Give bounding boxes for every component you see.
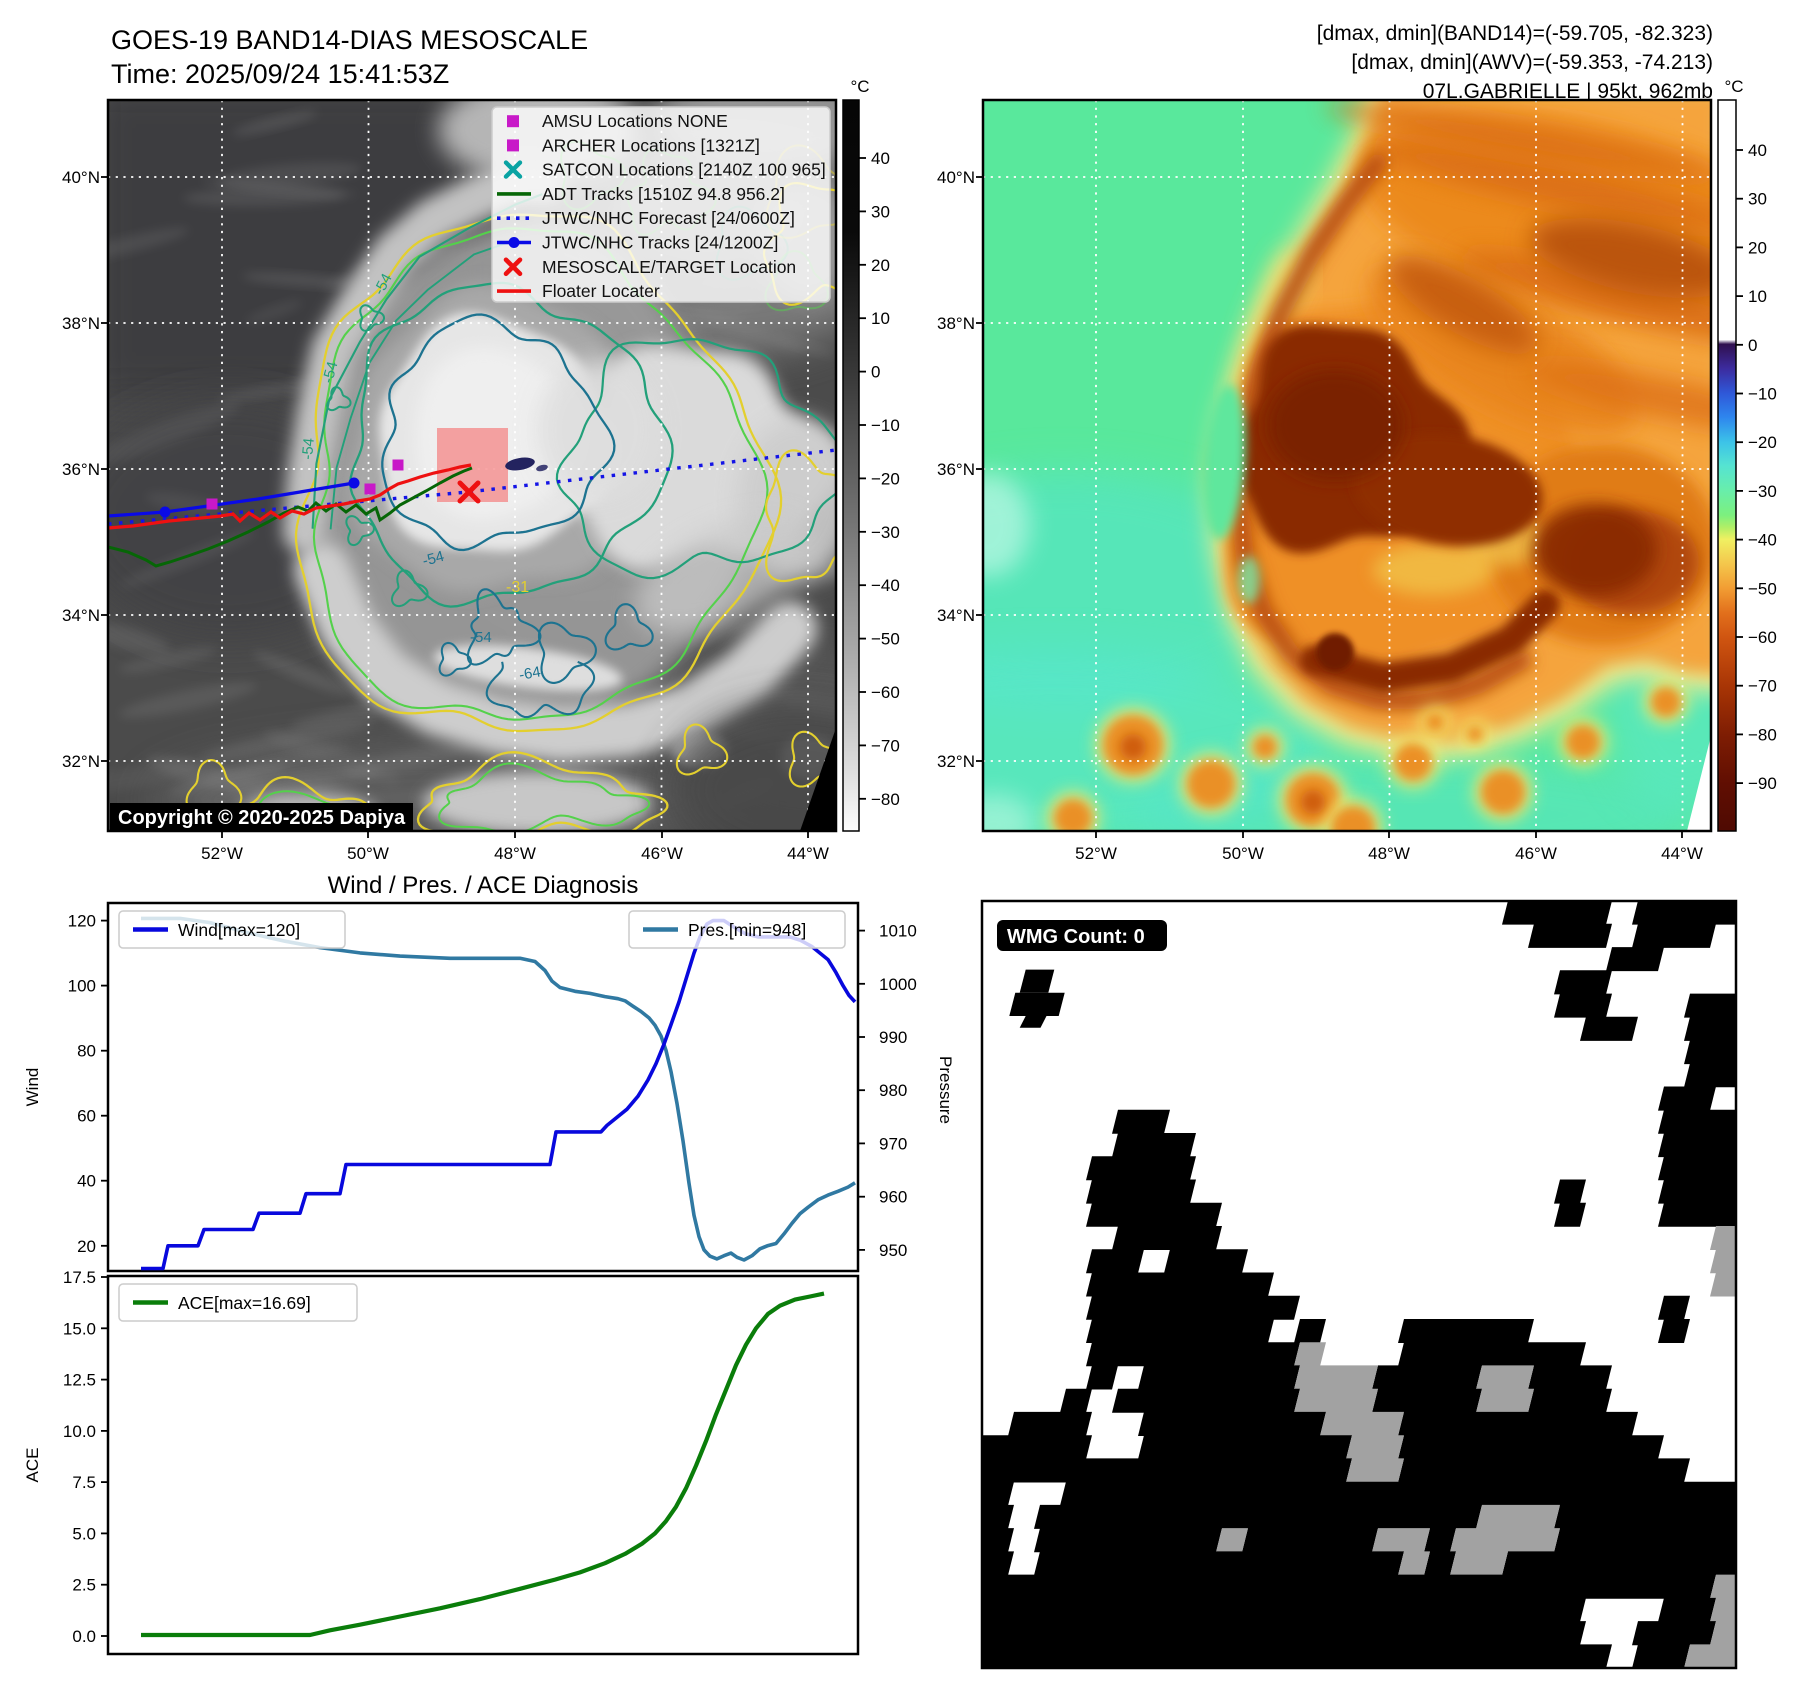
svg-text:1010: 1010	[879, 922, 917, 941]
svg-text:52°W: 52°W	[201, 844, 243, 863]
svg-text:38°N: 38°N	[937, 314, 975, 333]
svg-text:−50: −50	[871, 630, 900, 649]
svg-text:ARCHER Locations [1321Z]: ARCHER Locations [1321Z]	[542, 135, 760, 155]
svg-text:−40: −40	[871, 576, 900, 595]
svg-text:48°W: 48°W	[494, 844, 536, 863]
svg-text:20: 20	[1748, 238, 1767, 257]
svg-text:−60: −60	[1748, 628, 1777, 647]
svg-text:30: 30	[1748, 190, 1767, 209]
svg-text:20: 20	[871, 256, 890, 275]
svg-text:46°W: 46°W	[1515, 844, 1557, 863]
svg-text:30: 30	[871, 202, 890, 221]
svg-text:60: 60	[77, 1107, 96, 1126]
svg-text:°C: °C	[1724, 77, 1743, 96]
svg-text:12.5: 12.5	[63, 1371, 96, 1390]
svg-text:07L.GABRIELLE | 95kt, 962mb: 07L.GABRIELLE | 95kt, 962mb	[1423, 80, 1713, 103]
svg-text:−10: −10	[871, 416, 900, 435]
svg-text:5.0: 5.0	[72, 1524, 96, 1543]
svg-text:52°W: 52°W	[1075, 844, 1117, 863]
svg-text:44°W: 44°W	[1661, 844, 1703, 863]
svg-text:0: 0	[871, 363, 880, 382]
svg-text:−20: −20	[1748, 433, 1777, 452]
svg-text:ACE: ACE	[23, 1448, 42, 1483]
svg-text:980: 980	[879, 1081, 907, 1100]
svg-text:960: 960	[879, 1188, 907, 1207]
svg-text:Copyright © 2020-2025 Dapiya: Copyright © 2020-2025 Dapiya	[118, 807, 406, 829]
svg-text:48°W: 48°W	[1368, 844, 1410, 863]
svg-text:46°W: 46°W	[641, 844, 683, 863]
svg-text:-64: -64	[518, 663, 542, 684]
svg-text:ACE[max=16.69]: ACE[max=16.69]	[178, 1293, 311, 1313]
svg-text:−70: −70	[1748, 677, 1777, 696]
svg-text:10: 10	[1748, 287, 1767, 306]
svg-text:GOES-19 BAND14-DIAS MESOSCALE: GOES-19 BAND14-DIAS MESOSCALE	[111, 25, 588, 55]
svg-text:44°W: 44°W	[787, 844, 829, 863]
svg-text:Pres.[min=948]: Pres.[min=948]	[688, 920, 806, 940]
svg-text:990: 990	[879, 1028, 907, 1047]
svg-text:JTWC/NHC Forecast [24/0600Z]: JTWC/NHC Forecast [24/0600Z]	[542, 208, 795, 228]
svg-text:Time: 2025/09/24 15:41:53Z: Time: 2025/09/24 15:41:53Z	[111, 59, 449, 89]
svg-text:0.0: 0.0	[72, 1627, 96, 1646]
svg-text:34°N: 34°N	[62, 606, 100, 625]
svg-text:Wind: Wind	[23, 1068, 42, 1107]
svg-text:50°W: 50°W	[1222, 844, 1264, 863]
svg-text:34°N: 34°N	[937, 606, 975, 625]
svg-text:50°W: 50°W	[347, 844, 389, 863]
svg-text:Floater Locater: Floater Locater	[542, 281, 660, 301]
svg-text:7.5: 7.5	[72, 1473, 96, 1492]
svg-text:−80: −80	[1748, 725, 1777, 744]
svg-text:JTWC/NHC Tracks [24/1200Z]: JTWC/NHC Tracks [24/1200Z]	[542, 233, 778, 253]
svg-text:32°N: 32°N	[62, 752, 100, 771]
svg-text:970: 970	[879, 1134, 907, 1153]
svg-text:10.0: 10.0	[63, 1422, 96, 1441]
svg-text:Wind[max=120]: Wind[max=120]	[178, 920, 300, 940]
svg-text:-54: -54	[421, 548, 446, 570]
svg-text:36°N: 36°N	[937, 460, 975, 479]
svg-text:-54: -54	[299, 437, 318, 460]
svg-text:950: 950	[879, 1241, 907, 1260]
svg-text:MESOSCALE/TARGET Location: MESOSCALE/TARGET Location	[542, 257, 796, 277]
svg-text:[dmax, dmin](BAND14)=(-59.705,: [dmax, dmin](BAND14)=(-59.705, -82.323)	[1317, 22, 1713, 45]
svg-text:40: 40	[1748, 141, 1767, 160]
svg-text:−40: −40	[1748, 531, 1777, 550]
svg-text:40°N: 40°N	[937, 168, 975, 187]
svg-text:1000: 1000	[879, 975, 917, 994]
svg-text:SATCON Locations [2140Z 100 96: SATCON Locations [2140Z 100 965]	[542, 160, 826, 180]
svg-text:0: 0	[1748, 336, 1757, 355]
svg-text:−60: −60	[871, 683, 900, 702]
svg-text:100: 100	[68, 977, 96, 996]
svg-text:10: 10	[871, 309, 890, 328]
svg-text:80: 80	[77, 1042, 96, 1061]
svg-text:[dmax, dmin](AWV)=(-59.353, -7: [dmax, dmin](AWV)=(-59.353, -74.213)	[1351, 51, 1713, 74]
svg-text:°C: °C	[850, 77, 869, 96]
svg-text:WMG Count: 0: WMG Count: 0	[1007, 926, 1145, 948]
svg-text:−50: −50	[1748, 579, 1777, 598]
svg-text:40°N: 40°N	[62, 168, 100, 187]
svg-text:−10: −10	[1748, 385, 1777, 404]
svg-text:Pressure: Pressure	[936, 1056, 955, 1124]
svg-text:−30: −30	[1748, 482, 1777, 501]
svg-text:38°N: 38°N	[62, 314, 100, 333]
svg-text:−30: −30	[871, 523, 900, 542]
svg-text:15.0: 15.0	[63, 1319, 96, 1338]
svg-text:−20: −20	[871, 469, 900, 488]
svg-text:36°N: 36°N	[62, 460, 100, 479]
svg-text:120: 120	[68, 912, 96, 931]
svg-text:17.5: 17.5	[63, 1268, 96, 1287]
svg-text:2.5: 2.5	[72, 1576, 96, 1595]
svg-text:32°N: 32°N	[937, 752, 975, 771]
svg-text:-31: -31	[506, 579, 529, 596]
svg-text:AMSU Locations NONE: AMSU Locations NONE	[542, 111, 728, 131]
svg-text:ADT Tracks [1510Z 94.8 956.2]: ADT Tracks [1510Z 94.8 956.2]	[542, 184, 785, 204]
svg-text:40: 40	[77, 1172, 96, 1191]
svg-text:Wind / Pres. / ACE Diagnosis: Wind / Pres. / ACE Diagnosis	[328, 872, 639, 899]
svg-text:20: 20	[77, 1237, 96, 1256]
svg-text:−80: −80	[871, 790, 900, 809]
svg-text:40: 40	[871, 149, 890, 168]
svg-text:-54: -54	[470, 629, 492, 646]
svg-text:−70: −70	[871, 736, 900, 755]
svg-text:−90: −90	[1748, 774, 1777, 793]
svg-text:-54: -54	[319, 360, 341, 385]
